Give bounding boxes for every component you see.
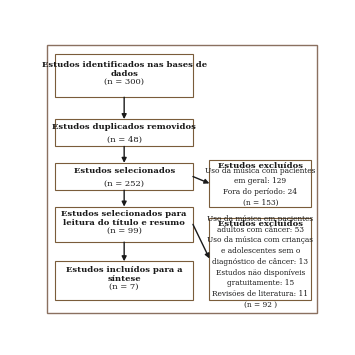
Text: Uso da música com pacientes
em geral: 129
Fora do período: 24
(n = 153): Uso da música com pacientes em geral: 12… bbox=[205, 166, 316, 207]
FancyBboxPatch shape bbox=[55, 54, 193, 97]
FancyBboxPatch shape bbox=[47, 45, 317, 313]
FancyBboxPatch shape bbox=[209, 160, 311, 207]
Text: Estudos selecionados para
leitura do título e resumo: Estudos selecionados para leitura do tít… bbox=[61, 210, 187, 227]
Text: (n = 252): (n = 252) bbox=[104, 179, 144, 187]
FancyBboxPatch shape bbox=[55, 261, 193, 300]
Text: Uso da música em pacientes
adultos com câncer: 53
Uso da música com crianças
e a: Uso da música em pacientes adultos com c… bbox=[207, 215, 313, 308]
Text: Estudos excluídos: Estudos excluídos bbox=[218, 162, 303, 170]
FancyBboxPatch shape bbox=[55, 207, 193, 242]
Text: (n = 48): (n = 48) bbox=[106, 136, 142, 144]
Text: Estudos duplicados removidos: Estudos duplicados removidos bbox=[52, 123, 196, 131]
Text: Estudos excluídos: Estudos excluídos bbox=[218, 219, 303, 228]
Text: Estudos identificados nas bases de
dados: Estudos identificados nas bases de dados bbox=[42, 61, 207, 78]
Text: (n = 99): (n = 99) bbox=[107, 227, 142, 235]
Text: (n = 300): (n = 300) bbox=[104, 78, 144, 86]
Text: Estudos selecionados: Estudos selecionados bbox=[73, 166, 175, 175]
FancyBboxPatch shape bbox=[55, 119, 193, 147]
FancyBboxPatch shape bbox=[209, 218, 311, 300]
FancyBboxPatch shape bbox=[55, 163, 193, 190]
Text: Estudos incluídos para a
síntese: Estudos incluídos para a síntese bbox=[66, 266, 182, 283]
Text: (n = 7): (n = 7) bbox=[109, 283, 139, 291]
